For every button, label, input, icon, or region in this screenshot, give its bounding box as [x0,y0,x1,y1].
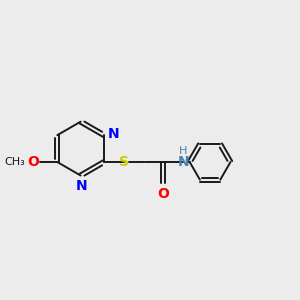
Text: O: O [28,155,40,169]
Text: H: H [179,146,188,156]
Text: N: N [76,179,87,193]
Text: O: O [158,187,169,201]
Text: N: N [107,127,119,141]
Text: S: S [119,155,129,169]
Text: N: N [177,155,189,169]
Text: CH₃: CH₃ [4,157,25,167]
